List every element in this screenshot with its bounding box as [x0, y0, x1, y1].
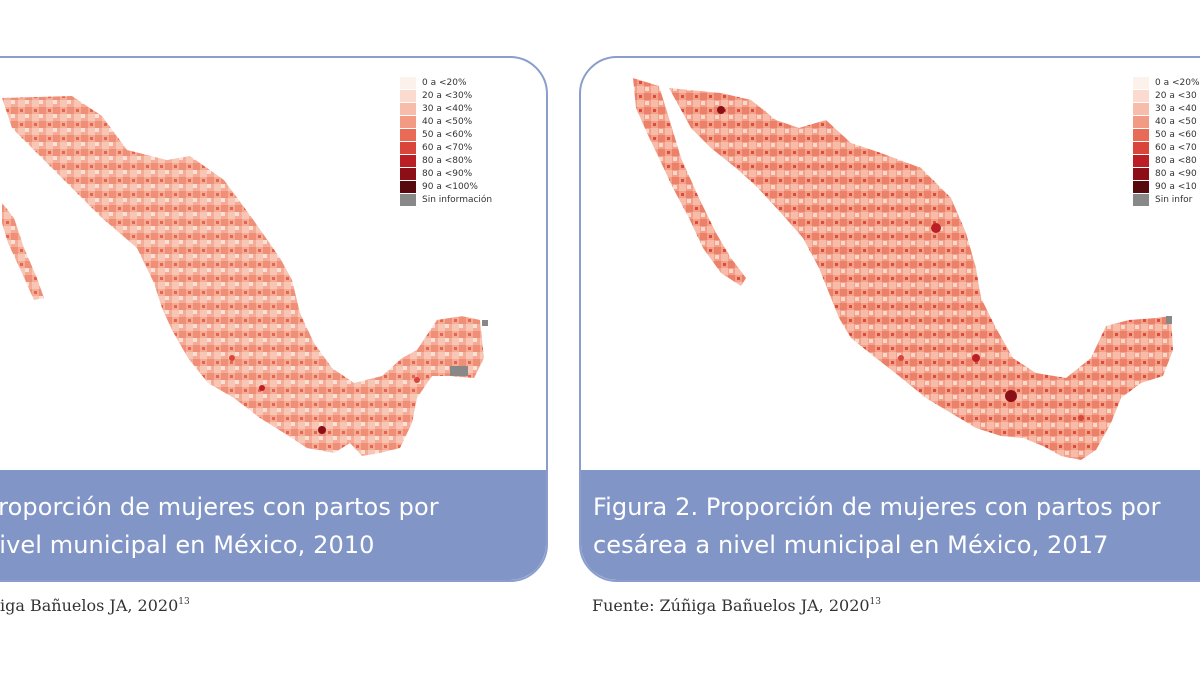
legend-label: 0 a <20% — [1155, 77, 1200, 88]
legend-swatch — [1133, 167, 1149, 180]
source-text: iga Bañuelos JA, 2020 — [0, 596, 179, 615]
legend-label: 40 a <50 — [1155, 116, 1197, 127]
legend-swatch — [400, 180, 416, 193]
legend-swatch — [400, 141, 416, 154]
legend-item: 90 a <10 — [1133, 180, 1200, 193]
legend-item: 20 a <30% — [400, 89, 492, 102]
legend-swatch — [1133, 115, 1149, 128]
mainland-region — [669, 88, 1173, 460]
source-reference: 13 — [869, 597, 881, 607]
legend-label: 30 a <40 — [1155, 103, 1197, 114]
legend: 0 a <20% 20 a <30 30 a <40 40 a <50 50 a… — [1133, 76, 1200, 206]
legend-label: 50 a <60 — [1155, 129, 1197, 140]
legend-swatch — [1133, 193, 1149, 206]
legend-label: 60 a <70% — [422, 142, 473, 153]
legend-swatch — [400, 193, 416, 206]
legend-item: 40 a <50 — [1133, 115, 1200, 128]
legend-label: 80 a <80 — [1155, 155, 1197, 166]
legend-swatch — [1133, 180, 1149, 193]
mexico-map-2017 — [633, 78, 1173, 460]
legend-swatch — [400, 89, 416, 102]
legend-item: 80 a <90% — [400, 167, 492, 180]
legend-item: 30 a <40% — [400, 102, 492, 115]
legend-label: Sin información — [422, 194, 493, 205]
legend-swatch — [400, 102, 416, 115]
baja-peninsula — [633, 78, 746, 286]
map-2010 — [0, 58, 546, 468]
mainland-region — [2, 96, 484, 456]
legend-swatch — [1133, 102, 1149, 115]
legend-swatch — [400, 115, 416, 128]
mexico-map-2010 — [2, 96, 488, 456]
caption-band: Proporción de mujeres con partos por niv… — [0, 470, 546, 580]
figure-source: Fuente: Zúñiga Bañuelos JA, 202013 — [592, 596, 881, 615]
legend: 0 a <20% 20 a <30% 30 a <40% 40 a <50% 5… — [400, 76, 492, 206]
legend-swatch — [400, 154, 416, 167]
source-text: Fuente: Zúñiga Bañuelos JA, 2020 — [592, 596, 870, 615]
legend-swatch — [1133, 76, 1149, 89]
legend-item: 0 a <20% — [400, 76, 492, 89]
legend-swatch — [1133, 89, 1149, 102]
legend-item: 80 a <90 — [1133, 167, 1200, 180]
legend-item: 90 a <100% — [400, 180, 492, 193]
legend-label: 50 a <60% — [422, 129, 473, 140]
legend-item: 30 a <40 — [1133, 102, 1200, 115]
legend-label: 80 a <80% — [422, 155, 473, 166]
source-reference: 13 — [178, 597, 190, 607]
caption-band: Figura 2. Proporción de mujeres con part… — [581, 470, 1200, 580]
figure-caption: Figura 2. Proporción de mujeres con part… — [593, 493, 1161, 559]
legend-label: 60 a <70 — [1155, 142, 1197, 153]
legend-item: 60 a <70 — [1133, 141, 1200, 154]
legend-label: 80 a <90 — [1155, 168, 1197, 179]
legend-swatch — [1133, 154, 1149, 167]
legend-item: 60 a <70% — [400, 141, 492, 154]
legend-label: 90 a <100% — [422, 181, 478, 192]
legend-swatch — [400, 167, 416, 180]
legend-swatch — [1133, 128, 1149, 141]
legend-item: 0 a <20% — [1133, 76, 1200, 89]
legend-item: Sin infor — [1133, 193, 1200, 206]
legend-label: 40 a <50% — [422, 116, 473, 127]
legend-label: 80 a <90% — [422, 168, 473, 179]
figure-1-panel: 0 a <20% 20 a <30% 30 a <40% 40 a <50% 5… — [0, 56, 548, 582]
legend-label: 90 a <10 — [1155, 181, 1197, 192]
legend-label: 20 a <30 — [1155, 90, 1197, 101]
figure-caption: Proporción de mujeres con partos por niv… — [0, 493, 439, 559]
legend-item: 80 a <80 — [1133, 154, 1200, 167]
legend-swatch — [400, 76, 416, 89]
baja-peninsula — [2, 203, 44, 300]
legend-swatch — [400, 128, 416, 141]
legend-label: Sin infor — [1155, 194, 1193, 205]
figure-source: iga Bañuelos JA, 202013 — [0, 596, 190, 615]
legend-label: 20 a <30% — [422, 90, 473, 101]
legend-item: 80 a <80% — [400, 154, 492, 167]
legend-item: 40 a <50% — [400, 115, 492, 128]
legend-label: 0 a <20% — [422, 77, 467, 88]
legend-item: Sin información — [400, 193, 492, 206]
legend-swatch — [1133, 141, 1149, 154]
legend-item: 50 a <60 — [1133, 128, 1200, 141]
figure-2-panel: 0 a <20% 20 a <30 30 a <40 40 a <50 50 a… — [579, 56, 1200, 582]
map-2017 — [581, 58, 1200, 468]
legend-item: 20 a <30 — [1133, 89, 1200, 102]
legend-label: 30 a <40% — [422, 103, 473, 114]
legend-item: 50 a <60% — [400, 128, 492, 141]
